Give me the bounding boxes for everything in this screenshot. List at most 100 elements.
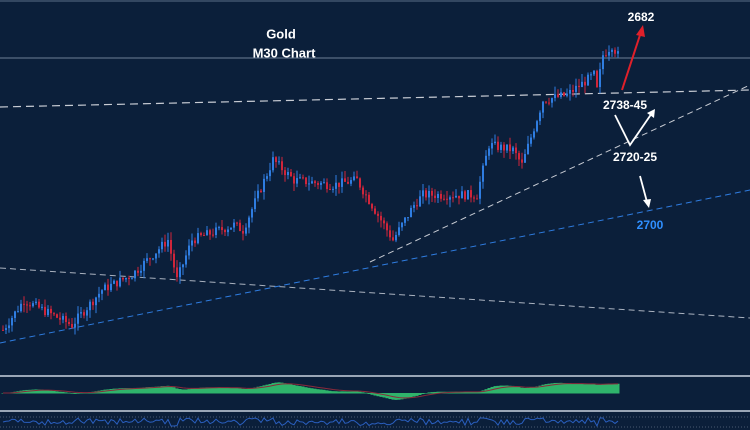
candle-body <box>191 240 193 246</box>
candle-body <box>515 147 517 154</box>
macd-bar <box>52 390 56 394</box>
macd-bar <box>340 391 344 394</box>
macd-bar <box>553 382 557 394</box>
macd-bar <box>523 387 527 394</box>
macd-bar <box>463 391 467 394</box>
candle-body <box>593 70 595 75</box>
macd-bar <box>172 387 176 394</box>
candle-body <box>131 278 133 280</box>
macd-bar <box>598 384 602 394</box>
candle-body <box>464 191 466 200</box>
candle-body <box>329 188 331 190</box>
macd-bar <box>472 391 476 394</box>
candle-body <box>437 193 439 199</box>
candle-body <box>233 222 235 228</box>
macd-bar <box>37 389 41 394</box>
candle-body <box>584 81 586 86</box>
candle-body <box>308 183 310 185</box>
macd-bar <box>175 388 179 394</box>
candle-body <box>173 253 175 268</box>
macd-bar <box>511 385 515 394</box>
resistance-dashed-line <box>0 89 750 108</box>
candle-body <box>335 182 337 189</box>
macd-bar <box>289 384 293 394</box>
macd-bar <box>544 384 548 394</box>
candle-body <box>476 198 478 200</box>
macd-bar <box>343 391 347 394</box>
macd-bar <box>217 387 221 394</box>
candle-body <box>158 249 160 254</box>
macd-bar <box>226 387 230 394</box>
candle-body <box>212 234 214 236</box>
candle-body <box>311 181 313 184</box>
macd-bar <box>223 387 227 394</box>
candle-body <box>146 258 148 261</box>
candle-body <box>581 81 583 88</box>
macd-bar <box>241 388 245 394</box>
candle-body <box>587 74 589 86</box>
candle-body <box>92 301 94 306</box>
candle-body <box>539 112 541 122</box>
candle-body <box>206 230 208 236</box>
candle-body <box>209 230 211 235</box>
macd-bar <box>265 384 269 394</box>
macd-bar <box>229 387 233 394</box>
candle-body <box>239 222 241 231</box>
candle-body <box>617 51 619 54</box>
macd-bar <box>214 387 218 394</box>
candle-body <box>299 177 301 179</box>
candle-body <box>98 293 100 298</box>
macd-bar <box>283 383 287 394</box>
down-arrow-head-icon <box>643 199 651 208</box>
macd-bar <box>478 391 482 394</box>
candle-body <box>551 98 553 103</box>
candle-body <box>557 94 559 97</box>
candle-body <box>287 172 289 176</box>
macd-bar <box>559 382 563 394</box>
macd-bar <box>538 385 542 394</box>
candle-body <box>458 195 460 199</box>
macd-bar <box>70 393 74 394</box>
candle-body <box>530 137 532 144</box>
uptrend-dashed-line <box>369 84 750 263</box>
macd-bar <box>127 388 131 394</box>
macd-bar <box>40 389 44 394</box>
macd-bar <box>418 393 422 395</box>
macd-bar <box>517 386 521 394</box>
macd-bar <box>304 387 308 394</box>
candle-body <box>119 277 121 287</box>
macd-bar <box>469 391 473 394</box>
macd-bar <box>457 391 461 394</box>
candle-body <box>419 196 421 207</box>
candle-body <box>521 159 523 163</box>
macd-bar <box>196 388 200 394</box>
candle-body <box>380 215 382 221</box>
candle-body <box>428 190 430 198</box>
candle-body <box>488 148 490 156</box>
macd-bar <box>115 388 119 394</box>
candle-body <box>2 329 4 331</box>
candle-body <box>590 74 592 76</box>
candle-body <box>188 245 190 256</box>
candle-body <box>176 267 178 278</box>
macd-bar <box>379 393 383 397</box>
candle-body <box>221 227 223 231</box>
macd-bar <box>415 393 419 396</box>
candle-body <box>305 177 307 185</box>
macd-bar <box>367 393 371 394</box>
candle-body <box>578 85 580 88</box>
candle-body <box>65 316 67 323</box>
macd-bar <box>193 388 197 394</box>
candle-body <box>572 89 574 92</box>
candle-body <box>68 322 70 324</box>
macd-bar <box>61 391 65 394</box>
candle-body <box>167 239 169 247</box>
candle-body <box>50 308 52 314</box>
macd-bar <box>277 382 281 394</box>
macd-bar <box>361 392 365 394</box>
macd-bar <box>370 393 374 395</box>
macd-bar <box>112 388 116 394</box>
macd-bar <box>496 385 500 394</box>
macd-bar <box>409 393 413 398</box>
macd-bar <box>160 386 164 394</box>
